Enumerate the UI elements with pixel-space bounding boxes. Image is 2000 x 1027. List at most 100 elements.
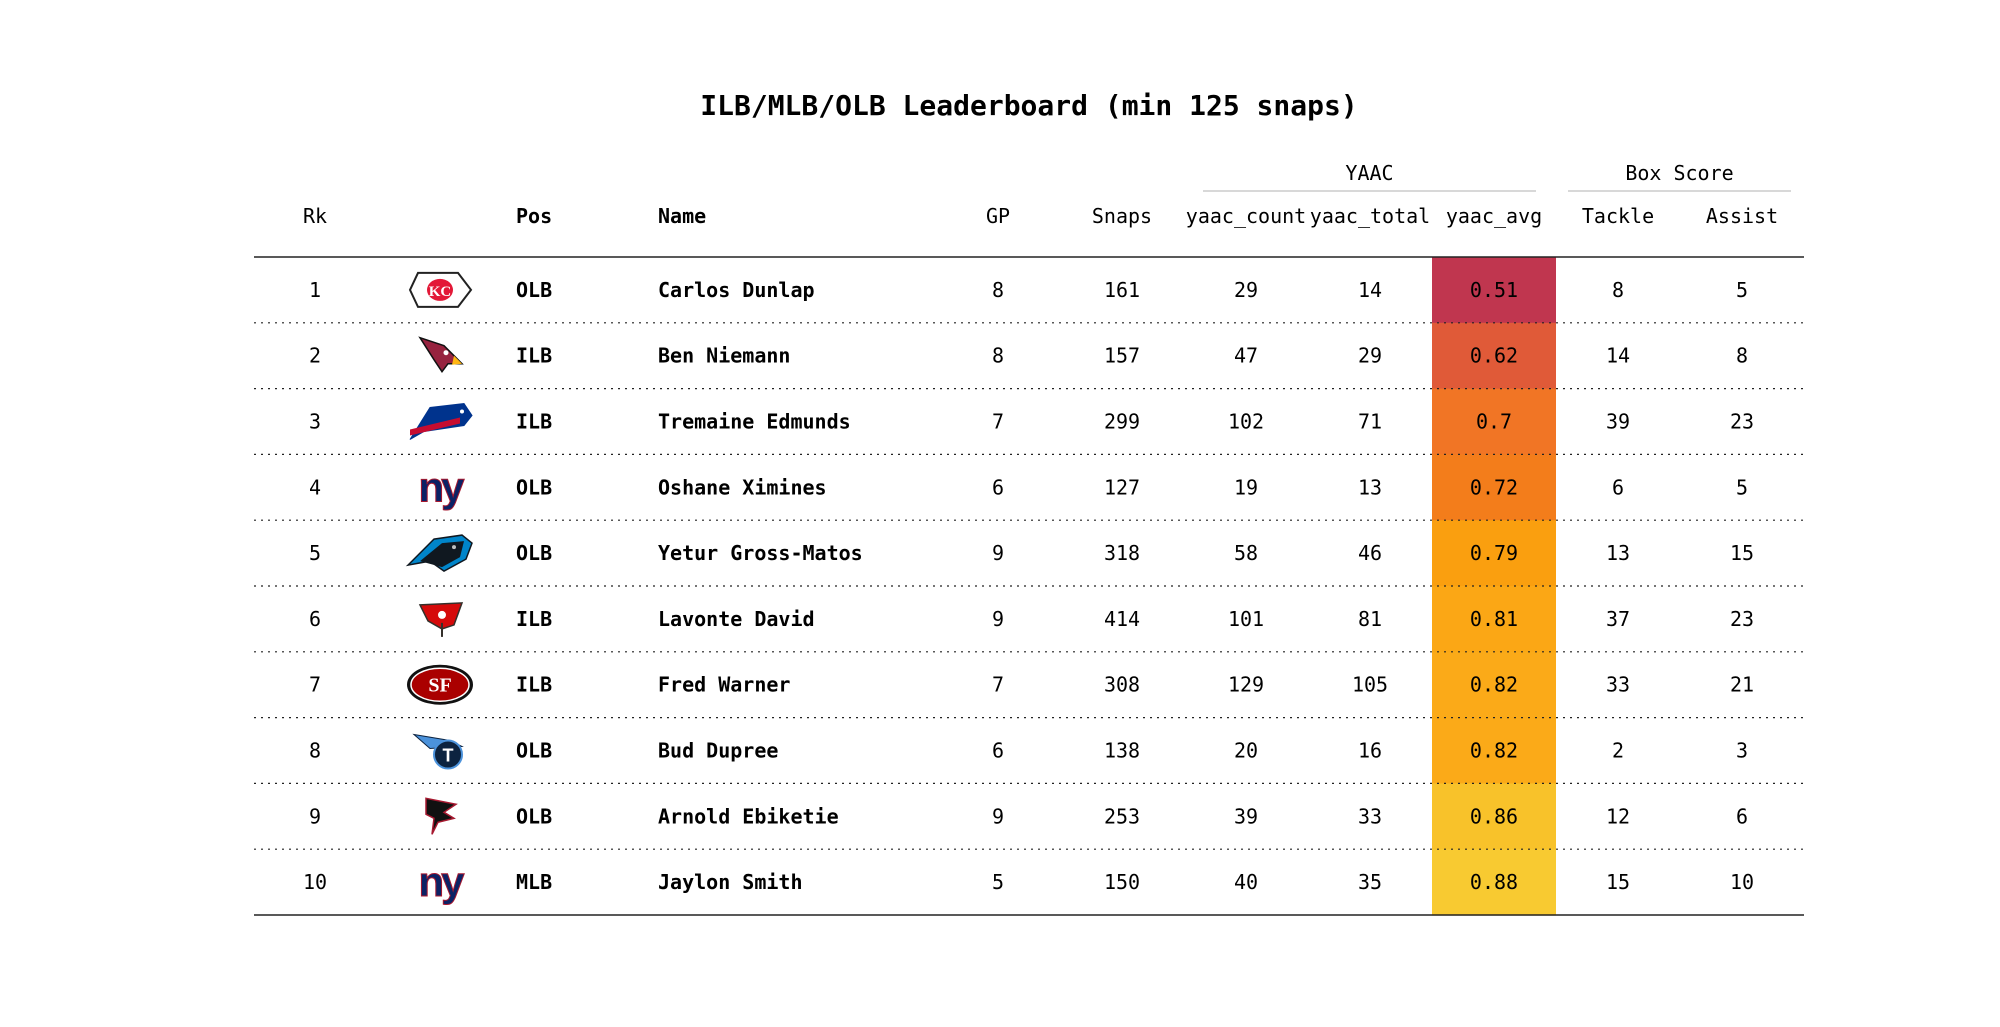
cell-yaac_count: 101 [1228, 607, 1264, 631]
cell-assist: 15 [1730, 541, 1754, 565]
svg-text:KC: KC [429, 284, 452, 300]
cell-name: Lavonte David [658, 607, 815, 631]
cell-gp: 7 [992, 673, 1004, 697]
yaac-avg-cell [1432, 257, 1556, 324]
cell-rk: 10 [303, 870, 327, 894]
cell-pos: OLB [516, 804, 552, 828]
table-row: 4 ny OLB Oshane Ximines 6 127 19 13 0.72 6 5 [309, 463, 1748, 511]
cell-yaac_avg: 0.82 [1470, 739, 1518, 763]
svg-text:SF: SF [428, 675, 451, 697]
cell-rk: 1 [309, 278, 321, 302]
cell-yaac_total: 71 [1358, 410, 1382, 434]
cell-snaps: 308 [1104, 673, 1140, 697]
cell-yaac_avg: 0.86 [1470, 804, 1518, 828]
cell-rk: 4 [309, 475, 321, 499]
table-row: 9 OLB Arnold Ebiketie 9 253 39 33 0.86 12 6 [309, 797, 1748, 835]
cell-rk: 3 [309, 410, 321, 434]
cell-assist: 23 [1730, 607, 1754, 631]
cell-yaac_avg: 0.82 [1470, 673, 1518, 697]
cell-snaps: 253 [1104, 804, 1140, 828]
chart-title: ILB/MLB/OLB Leaderboard (min 125 snaps) [700, 89, 1357, 122]
cell-yaac_count: 20 [1234, 739, 1258, 763]
cell-yaac_avg: 0.79 [1470, 541, 1518, 565]
cell-gp: 7 [992, 410, 1004, 434]
cell-tackle: 12 [1606, 804, 1630, 828]
cell-snaps: 150 [1104, 870, 1140, 894]
cardinals-logo [418, 336, 464, 373]
cell-gp: 5 [992, 870, 1004, 894]
cell-pos: ILB [516, 607, 552, 631]
cell-snaps: 299 [1104, 410, 1140, 434]
cell-snaps: 161 [1104, 278, 1140, 302]
cell-tackle: 8 [1612, 278, 1624, 302]
cell-yaac_total: 105 [1352, 673, 1388, 697]
cell-name: Jaylon Smith [658, 870, 803, 894]
cell-tackle: 37 [1606, 607, 1630, 631]
cell-assist: 23 [1730, 410, 1754, 434]
cell-yaac_total: 35 [1358, 870, 1382, 894]
cell-gp: 9 [992, 804, 1004, 828]
chiefs-logo: KC [408, 271, 473, 308]
table-row: 8 T OLB Bud Dupree 6 138 20 16 0.82 2 3 [309, 733, 1748, 770]
yaac-avg-cell [1432, 586, 1556, 653]
cell-tackle: 33 [1606, 673, 1630, 697]
falcons-logo [425, 797, 458, 835]
cell-gp: 6 [992, 739, 1004, 763]
cell-tackle: 13 [1606, 541, 1630, 565]
cell-rk: 6 [309, 607, 321, 631]
cell-rk: 5 [309, 541, 321, 565]
cell-name: Tremaine Edmunds [658, 410, 851, 434]
cell-yaac_count: 39 [1234, 804, 1258, 828]
cell-tackle: 15 [1606, 870, 1630, 894]
cell-yaac_count: 29 [1234, 278, 1258, 302]
yaac-avg-cell [1432, 388, 1556, 455]
cell-snaps: 138 [1104, 739, 1140, 763]
cell-name: Yetur Gross-Matos [658, 541, 863, 565]
cell-yaac_avg: 0.88 [1470, 870, 1518, 894]
cell-gp: 9 [992, 607, 1004, 631]
svg-text:ny: ny [418, 463, 465, 510]
column-header-yaac_avg: yaac_avg [1446, 204, 1542, 228]
cell-tackle: 2 [1612, 739, 1624, 763]
cell-yaac_total: 46 [1358, 541, 1382, 565]
cell-gp: 6 [992, 475, 1004, 499]
cell-snaps: 414 [1104, 607, 1140, 631]
cell-pos: OLB [516, 739, 552, 763]
giants-logo: ny [418, 463, 469, 511]
yaac-avg-cell [1432, 717, 1556, 784]
cell-pos: ILB [516, 673, 552, 697]
column-header-yaac_count: yaac_count [1186, 204, 1306, 228]
column-header-name: Name [658, 204, 706, 228]
cell-snaps: 157 [1104, 344, 1140, 368]
cell-tackle: 39 [1606, 410, 1630, 434]
giants-logo: ny [418, 858, 469, 906]
cell-assist: 8 [1736, 344, 1748, 368]
cell-yaac_total: 14 [1358, 278, 1382, 302]
cell-yaac_avg: 0.81 [1470, 607, 1518, 631]
cell-yaac_count: 102 [1228, 410, 1264, 434]
cell-rk: 2 [309, 344, 321, 368]
column-header-snaps: Snaps [1092, 204, 1152, 228]
cell-gp: 9 [992, 541, 1004, 565]
column-header-tackle: Tackle [1582, 204, 1654, 228]
cell-tackle: 14 [1606, 344, 1630, 368]
cell-yaac_avg: 0.72 [1470, 475, 1518, 499]
cell-tackle: 6 [1612, 475, 1624, 499]
cell-yaac_total: 16 [1358, 739, 1382, 763]
cell-pos: ILB [516, 344, 552, 368]
svg-text:ny: ny [418, 858, 465, 905]
svg-text:T: T [443, 746, 454, 766]
column-header-assist: Assist [1706, 204, 1778, 228]
cell-pos: ILB [516, 410, 552, 434]
table-row: 3 ILB Tremaine Edmunds 7 299 102 71 0.7 39 23 [309, 402, 1754, 440]
cell-assist: 5 [1736, 278, 1748, 302]
column-header-pos: Pos [516, 204, 552, 228]
bills-logo [409, 402, 473, 440]
cell-name: Bud Dupree [658, 739, 778, 763]
cell-assist: 3 [1736, 739, 1748, 763]
cell-snaps: 127 [1104, 475, 1140, 499]
cell-yaac_total: 33 [1358, 804, 1382, 828]
cell-name: Fred Warner [658, 673, 790, 697]
cell-gp: 8 [992, 344, 1004, 368]
column-header-yaac_total: yaac_total [1310, 204, 1430, 228]
